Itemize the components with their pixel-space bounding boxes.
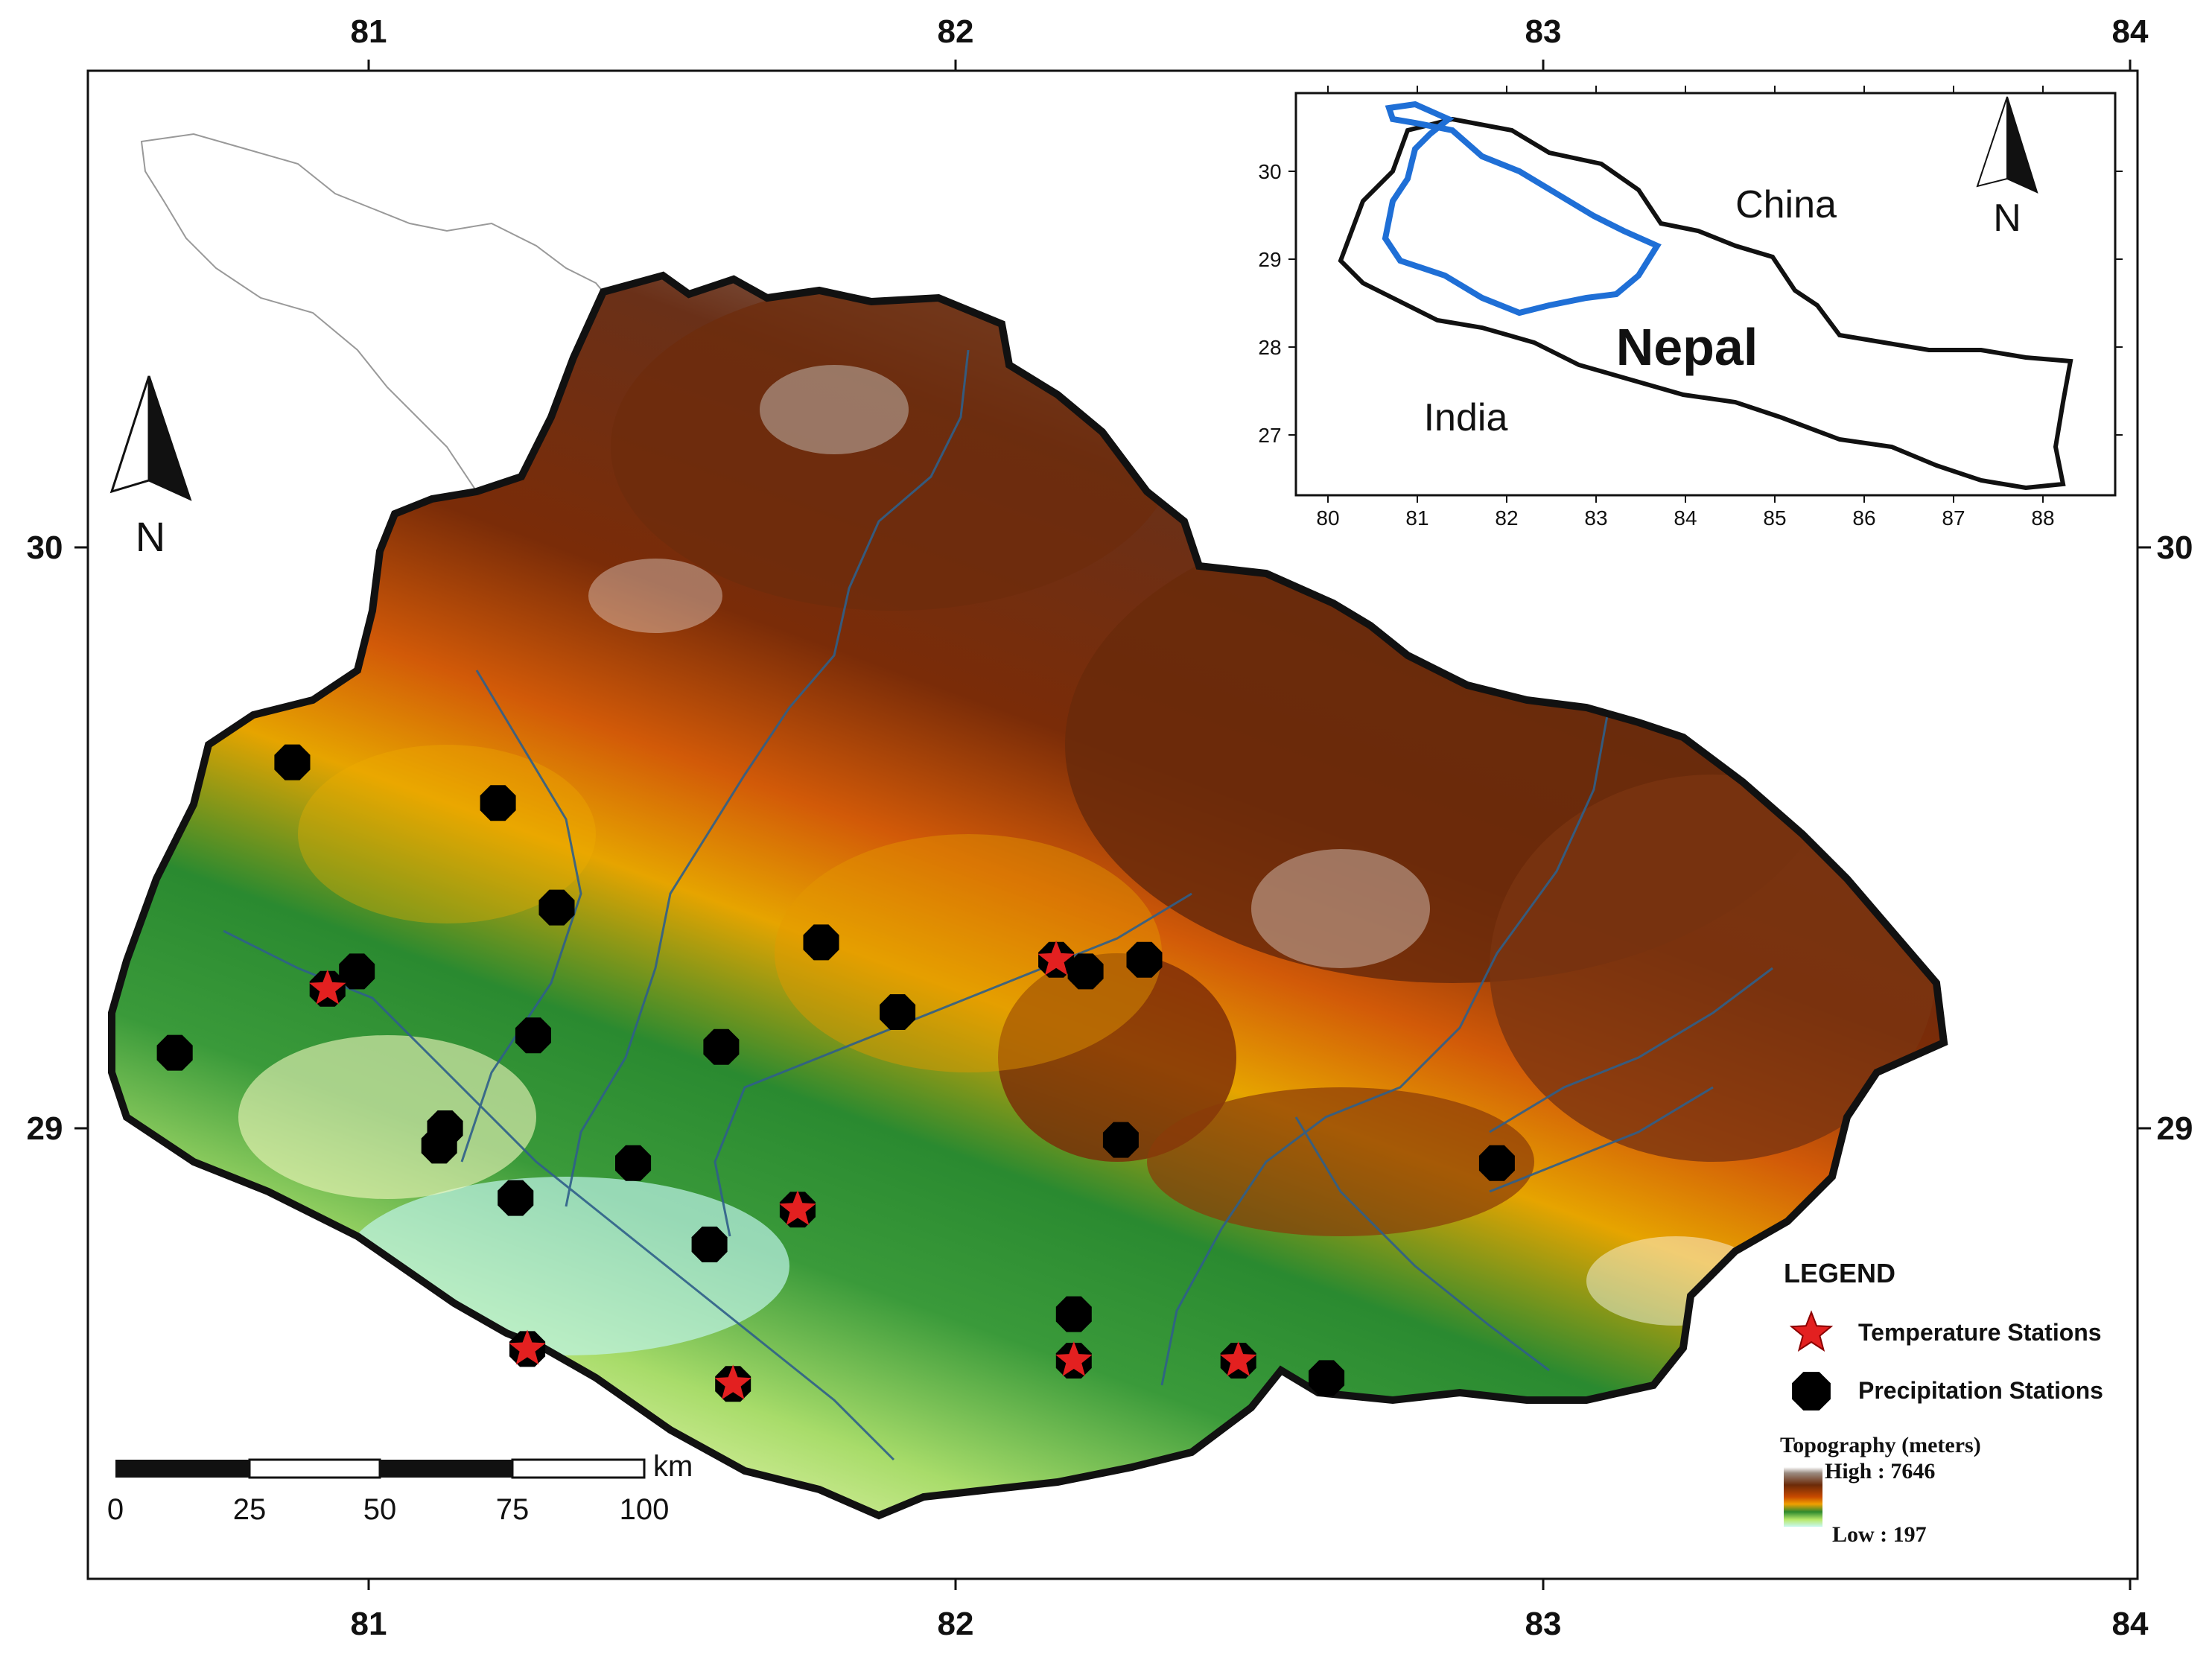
north-arrow: N [109,375,192,560]
inset-x-label: 87 [1942,506,1965,530]
precipitation-station [691,1227,728,1262]
nepal-outline [1338,116,2073,491]
top-axis-label: 84 [2112,13,2149,50]
inset-x-label: 82 [1495,506,1518,530]
inset-north-arrow: N [1976,96,2038,240]
top-axis-label: 81 [351,13,387,50]
legend-precipitation-icon [1792,1372,1831,1411]
precipitation-station [1309,1360,1345,1396]
left-axis-label: 29 [27,1110,63,1147]
scale-tick-label: 100 [620,1493,670,1526]
inset-x-label: 81 [1405,506,1428,530]
bottom-axis-label: 81 [351,1606,387,1642]
bottom-axis-label: 82 [938,1606,974,1642]
bottom-axis-label: 83 [1525,1606,1562,1642]
legend-temperature-icon [1789,1310,1834,1352]
legend-precipitation-label: Precipitation Stations [1858,1377,2103,1404]
scale-tick-label: 75 [496,1493,530,1526]
topography-low-label: Low : 197 [1832,1522,1927,1547]
scale-tick-label: 25 [233,1493,267,1526]
temperature-station [1037,940,1075,976]
legend: LEGEND Temperature Stations Precipitatio… [1780,1258,2103,1547]
right-axis-label: 29 [2157,1110,2193,1147]
basin-inset-outline [1382,101,1662,317]
axis-ticks [74,60,2151,1590]
precipitation-station [274,744,311,780]
temperature-station [1220,1341,1257,1376]
inset-india-label: India [1424,396,1508,439]
precipitation-station [1478,1145,1515,1181]
temperature-station [779,1190,816,1226]
scale-tick-label: 0 [107,1493,124,1526]
north-label: N [136,513,165,560]
precipitation-station [880,994,916,1030]
inset-y-label: 30 [1258,160,1281,183]
precipitation-station [615,1145,652,1181]
topography-title: Topography (meters) [1780,1433,1981,1457]
inset-x-label: 80 [1316,506,1339,530]
precipitation-station [480,785,516,821]
precipitation-station [703,1028,740,1065]
stations-layer [156,744,1515,1402]
inset-x-label: 88 [2031,506,2054,530]
temperature-station [509,1329,546,1365]
legend-temperature-label: Temperature Stations [1858,1319,2102,1346]
precipitation-station [1102,1122,1139,1158]
inset-north-label: N [1993,197,2021,240]
temperature-station [309,969,346,1005]
inset-y-label: 28 [1258,336,1281,359]
precipitation-station [156,1034,193,1071]
precipitation-station [1126,941,1163,978]
temperature-station [714,1364,751,1400]
bottom-axis-label: 84 [2112,1606,2149,1642]
precipitation-station [498,1180,534,1216]
axis-labels: 81 82 83 84 81 82 83 84 30 29 30 29 [27,13,2193,1642]
precipitation-station [421,1128,457,1164]
inset-y-label: 27 [1258,424,1281,447]
inset-x-label: 84 [1674,506,1697,530]
precipitation-station [515,1017,551,1054]
inset-x-label: 86 [1852,506,1875,530]
inset-china-label: China [1735,183,1837,226]
inset-y-label: 29 [1258,248,1281,271]
inset-x-label: 85 [1763,506,1786,530]
top-axis-label: 82 [938,13,974,50]
inset-nepal-label: Nepal [1616,318,1758,376]
scale-tick-label: 50 [363,1493,397,1526]
legend-title: LEGEND [1784,1258,1895,1288]
left-axis-label: 30 [27,530,63,566]
topography-high-label: High : 7646 [1825,1459,1935,1484]
scale-unit: km [653,1450,693,1483]
scale-bar: km 0 25 50 75 100 [107,1450,693,1526]
precipitation-station [1067,953,1104,990]
inset-x-label: 83 [1584,506,1607,530]
precipitation-station [803,924,839,961]
precipitation-station [339,953,375,990]
top-axis-label: 83 [1525,13,1562,50]
precipitation-station [538,889,575,926]
topography-ramp [1784,1467,1822,1527]
precipitation-station [1055,1296,1092,1332]
temperature-station [1055,1341,1093,1376]
right-axis-label: 30 [2157,530,2193,566]
inset-map: 80 81 82 83 84 85 86 87 88 30 29 28 27 C… [1258,86,2123,530]
